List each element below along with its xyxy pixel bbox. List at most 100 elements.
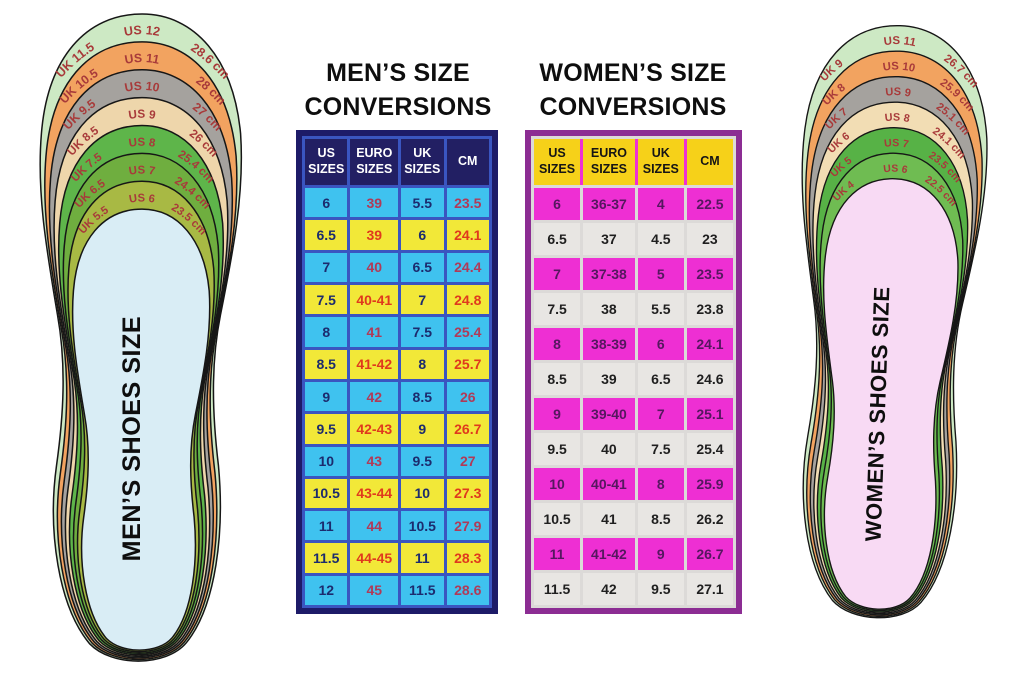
size-ring-label: US 9 [128, 108, 157, 122]
table-row: 6 36-37 4 22.5 [534, 188, 733, 220]
column-header: UK SIZES [637, 139, 684, 185]
table-cell: 28.3 [446, 543, 489, 573]
table-cell: 42 [350, 381, 399, 412]
table-cell: 7.5 [305, 284, 348, 315]
table-cell: 25.1 [686, 398, 733, 430]
table-cell: 23.8 [686, 293, 733, 325]
table-cell: 8.5 [637, 503, 684, 535]
table-cell: 4 [637, 188, 684, 220]
column-header: UK SIZES [401, 139, 444, 185]
mens-chart-title: MEN’S SIZE CONVERSIONS [288, 57, 508, 125]
table-cell: 24.6 [686, 363, 733, 395]
table-cell: 26.7 [446, 414, 489, 444]
table-cell: 11 [305, 511, 348, 541]
table-cell: 38-39 [583, 328, 635, 360]
table-cell: 42-43 [350, 414, 399, 444]
table-cell: 25.4 [446, 317, 489, 347]
size-ring-label: US 7 [128, 165, 156, 178]
column-header: EURO SIZES [583, 139, 635, 185]
table-cell: 7 [534, 258, 581, 290]
table-row: 7 40 6.5 24.4 [305, 252, 489, 282]
table-cell: 39 [583, 363, 635, 395]
table-cell: 8 [637, 468, 684, 500]
table-row: 9 42 8.5 26 [305, 381, 489, 412]
table-cell: 6.5 [637, 363, 684, 395]
table-cell: 9 [637, 538, 684, 570]
table-cell: 22.5 [686, 188, 733, 220]
size-ring-label: US 6 [882, 163, 908, 176]
table-row: 8 41 7.5 25.4 [305, 317, 489, 347]
column-header: CM [446, 139, 489, 185]
table-cell: 44-45 [350, 543, 399, 573]
table-cell: 6.5 [305, 220, 348, 250]
table-cell: 7.5 [637, 433, 684, 465]
table-cell: 12 [305, 575, 348, 606]
table-cell: 7 [637, 398, 684, 430]
table-cell: 11 [534, 538, 581, 570]
table-cell: 7.5 [534, 293, 581, 325]
size-ring-label: US 11 [883, 34, 918, 49]
table-cell: 23.5 [686, 258, 733, 290]
table-cell: 27.9 [446, 511, 489, 541]
table-row: 12 45 11.5 28.6 [305, 575, 489, 606]
table-cell: 10 [534, 468, 581, 500]
table-row: 10.5 43-44 10 27.3 [305, 478, 489, 509]
column-header: EURO SIZES [350, 139, 399, 185]
table-cell: 5.5 [401, 188, 444, 218]
table-cell: 6 [305, 188, 348, 218]
table-cell: 43 [350, 446, 399, 476]
womens-table-header: US SIZES EURO SIZES UK SIZES CM [534, 139, 733, 185]
table-cell: 41-42 [583, 538, 635, 570]
table-cell: 24.1 [686, 328, 733, 360]
table-row: 8.5 39 6.5 24.6 [534, 363, 733, 395]
table-row: 9 39-40 7 25.1 [534, 398, 733, 430]
table-cell: 8 [534, 328, 581, 360]
table-cell: 40 [583, 433, 635, 465]
table-cell: 26.2 [686, 503, 733, 535]
table-cell: 8.5 [305, 349, 348, 379]
table-cell: 24.4 [446, 252, 489, 282]
table-cell: 6 [637, 328, 684, 360]
table-cell: 39 [350, 188, 399, 218]
table-row: 8.5 41-42 8 25.7 [305, 349, 489, 379]
table-cell: 27.3 [446, 478, 489, 509]
womens-title-line2: CONVERSIONS [539, 92, 727, 121]
size-ring-label: US 6 [128, 192, 156, 205]
table-cell: 39 [350, 220, 399, 250]
table-cell: 11.5 [534, 573, 581, 605]
table-cell: 8 [401, 349, 444, 379]
table-cell: 6 [534, 188, 581, 220]
table-cell: 26 [446, 381, 489, 412]
mens-title-line1: MEN’S SIZE [326, 59, 470, 87]
table-row: 11 44 10.5 27.9 [305, 511, 489, 541]
mens-conversion-table: US SIZES EURO SIZES UK SIZES CM 6 39 5.5 23.5 6… [296, 130, 498, 614]
size-ring-label: US 11 [124, 51, 161, 67]
table-cell: 41-42 [350, 349, 399, 379]
table-row: 10 43 9.5 27 [305, 446, 489, 476]
table-cell: 40 [350, 252, 399, 282]
table-cell: 9.5 [534, 433, 581, 465]
table-cell: 11.5 [401, 575, 444, 606]
table-cell: 27 [446, 446, 489, 476]
table-cell: 25.7 [446, 349, 489, 379]
table-cell: 36-37 [583, 188, 635, 220]
womens-table-body: 6 36-37 4 22.5 6.5 37 4.5 23 7 37-38 5 23.5 7.5 38 5.5… [534, 188, 733, 605]
insole-inner-face [71, 208, 211, 651]
table-cell: 9.5 [637, 573, 684, 605]
table-cell: 11.5 [305, 543, 348, 573]
table-row: 7.5 40-41 7 24.8 [305, 284, 489, 315]
table-cell: 7 [401, 284, 444, 315]
mens-table-body: 6 39 5.5 23.5 6.5 39 6 24.1 7 40 6.5 24.4 7.5 40-41 7 2… [305, 188, 489, 606]
womens-title-line1: WOMEN’S SIZE [539, 59, 727, 87]
table-cell: 10 [401, 478, 444, 509]
table-cell: 10.5 [534, 503, 581, 535]
table-cell: 23 [686, 223, 733, 255]
mens-table-header: US SIZES EURO SIZES UK SIZES CM [305, 139, 489, 185]
table-cell: 40-41 [350, 284, 399, 315]
size-ring-label: US 7 [883, 137, 910, 151]
table-cell: 27.1 [686, 573, 733, 605]
mens-title-line2: CONVERSIONS [304, 92, 492, 121]
